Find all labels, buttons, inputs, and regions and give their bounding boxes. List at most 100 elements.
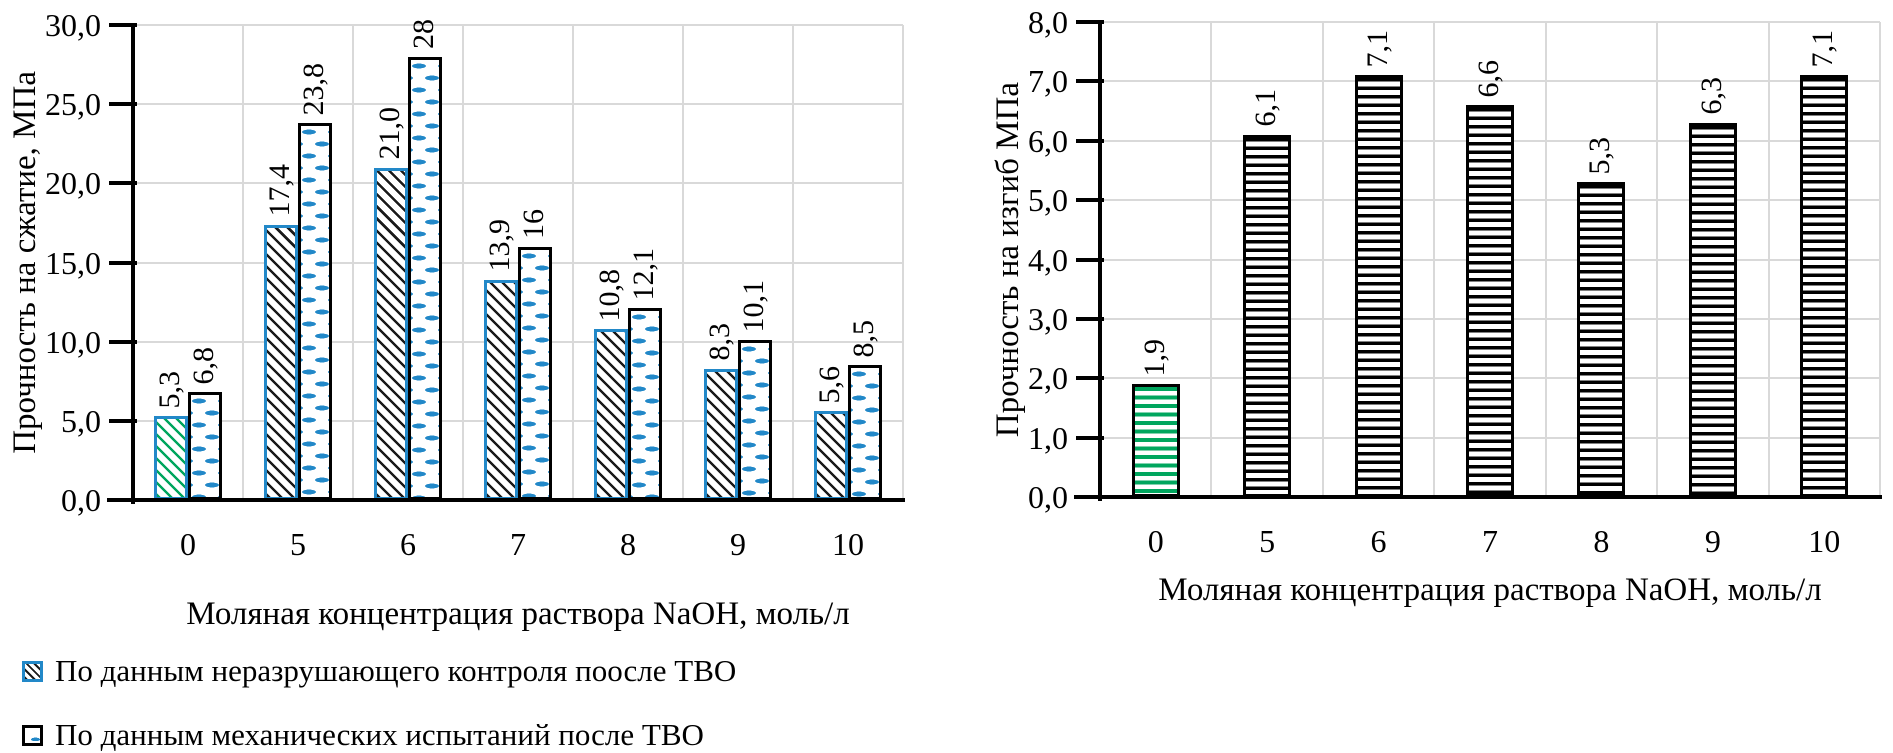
gridline-vertical (462, 25, 464, 500)
y-axis-line (1098, 20, 1102, 501)
y-axis-tick (1076, 20, 1104, 24)
y-tick-label: 3,0 (1028, 300, 1068, 337)
bar (298, 123, 332, 500)
x-tick-label: 8 (620, 526, 636, 562)
bar-value-label: 23,8 (297, 62, 330, 116)
bar (408, 56, 442, 500)
y-axis-tick (109, 260, 137, 265)
y-tick-label: 5,0 (1028, 182, 1068, 219)
bar-value-label: 5,6 (813, 365, 846, 404)
y-tick-label: 4,0 (1028, 241, 1068, 278)
bar (518, 246, 552, 500)
y-tick-label: 0,0 (61, 482, 101, 518)
y-axis-tick (109, 181, 137, 186)
gridline-vertical (792, 25, 794, 500)
gridline-horizontal (133, 103, 903, 106)
gridline-vertical (1767, 22, 1770, 497)
x-tick-label: 6 (1370, 523, 1387, 559)
bar (704, 368, 738, 500)
x-tick-label: 9 (1704, 523, 1721, 559)
y-axis-line (131, 23, 135, 504)
legend-swatch-hatch-icon (22, 660, 43, 682)
bar (374, 167, 408, 500)
x-axis-title-left: Моляная концентрация раствора NaOH, моль… (186, 596, 850, 632)
plot-area-left: 30,0 25,0 20,0 15,0 10,0 5,0 0,0 0 5,3 6,8 5 17,4 23… (45, 7, 905, 562)
gridline-horizontal (1100, 80, 1880, 83)
bar-value-label: 21,0 (373, 107, 406, 160)
bar (628, 308, 662, 500)
bar (188, 392, 222, 500)
bar (484, 279, 518, 500)
bar-value-label: 7,1 (1806, 29, 1840, 68)
y-tick-label: 25,0 (45, 86, 101, 123)
bar (154, 416, 188, 500)
bar-value-label: 7,1 (1360, 29, 1394, 68)
bar-value-label: 8,5 (847, 319, 880, 358)
bar-value-label: 1,9 (1137, 338, 1171, 377)
legend-label-nondestructive: По данным неразрушающего контроля поосле… (55, 653, 737, 688)
legend-item-mechanical: По данным механических испытаний после Т… (22, 716, 704, 753)
bar-value-label: 16 (517, 208, 550, 239)
bar (1354, 75, 1403, 497)
y-tick-label: 15,0 (45, 244, 101, 281)
bar (1243, 134, 1292, 497)
y-axis-tick (1076, 376, 1104, 381)
x-axis-line (107, 498, 905, 502)
gridline-horizontal (133, 24, 903, 26)
gridline-horizontal (1100, 21, 1880, 23)
y-tick-label: 8,0 (1028, 4, 1068, 40)
y-axis-tick (1076, 79, 1104, 84)
x-tick-label: 8 (1593, 523, 1610, 559)
bar (848, 365, 882, 500)
y-tick-label: 6,0 (1028, 122, 1068, 159)
gridline-vertical (682, 25, 684, 500)
bar (1688, 122, 1737, 497)
y-axis-tick (109, 418, 137, 423)
bar-value-label: 5,3 (1583, 136, 1617, 175)
plot-area-right: 8,0 7,0 6,0 5,0 4,0 3,0 2,0 1,0 0,0 0 1,9 5 6,1 6 7,1 7… (1028, 4, 1882, 559)
x-axis-line (1074, 495, 1882, 499)
gridline-vertical (1544, 22, 1547, 497)
bar-value-label: 13,9 (483, 219, 516, 272)
x-tick-label: 0 (180, 526, 196, 562)
bar-value-label: 28 (407, 18, 440, 49)
x-tick-label: 9 (730, 526, 746, 562)
bar-value-label: 6,1 (1249, 89, 1283, 127)
bar-value-label: 6,6 (1472, 59, 1505, 98)
y-tick-label: 5,0 (61, 402, 101, 439)
x-tick-label: 10 (1808, 523, 1841, 559)
gridline-vertical (1321, 22, 1324, 497)
y-tick-label: 0,0 (1028, 479, 1068, 515)
x-tick-label: 6 (400, 526, 416, 562)
bar-value-label: 8,3 (703, 323, 736, 361)
y-tick-label: 7,0 (1028, 63, 1068, 100)
bar (594, 329, 628, 500)
y-axis-tick (109, 339, 137, 344)
bar (738, 340, 772, 500)
bar-value-label: 6,8 (187, 346, 220, 385)
y-axis-tick (1076, 316, 1104, 321)
bar-value-label: 5,3 (153, 370, 186, 409)
bar (1577, 182, 1626, 497)
gridline-vertical (1879, 22, 1881, 497)
bar (1131, 384, 1180, 497)
bar (1466, 105, 1514, 497)
y-axis-tick (109, 102, 137, 107)
legend-label-mechanical: По данным механических испытаний после Т… (55, 717, 704, 752)
gridline-vertical (1433, 22, 1436, 497)
x-tick-label: 5 (1259, 523, 1276, 559)
y-tick-label: 20,0 (45, 165, 101, 202)
bar-value-label: 12,1 (627, 247, 660, 301)
gridline-vertical (352, 25, 354, 500)
gridline-vertical (1656, 22, 1659, 497)
y-tick-label: 30,0 (45, 7, 101, 43)
y-tick-label: 1,0 (1028, 419, 1068, 456)
bar (264, 224, 298, 500)
y-axis-tick (1076, 138, 1104, 143)
legend-item-nondestructive: По данным неразрушающего контроля поосле… (22, 652, 736, 690)
gridline-vertical (902, 25, 904, 500)
y-tick-label: 10,0 (45, 323, 101, 360)
legend-swatch-dash-icon (22, 724, 43, 746)
bar-value-label: 17,4 (263, 164, 296, 217)
